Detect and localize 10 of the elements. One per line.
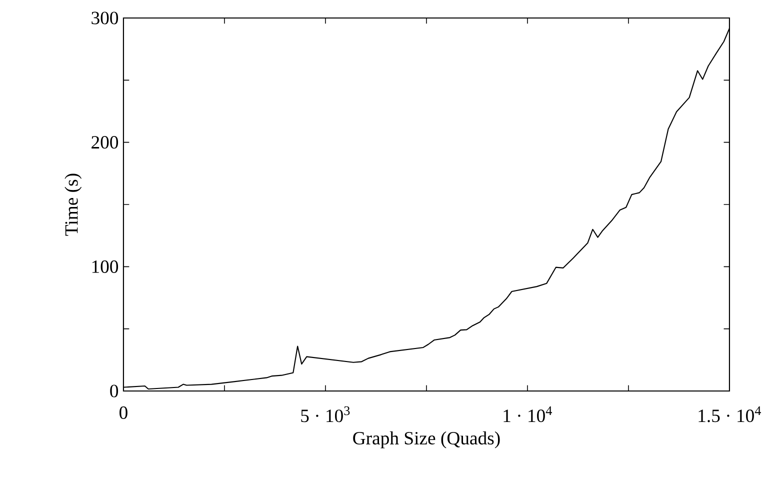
y-axis-title: Time (s) — [64, 174, 82, 236]
y-tick-label: 0 — [110, 384, 118, 398]
y-tick-label: 300 — [92, 12, 118, 24]
x-tick-label: 0 — [120, 406, 128, 419]
y-tick-label: 200 — [92, 136, 118, 149]
x-tick-label: 1 · 10$^{4}$ — [504, 406, 552, 422]
x-tick-label: 1.5 · 10$^{4}$ — [698, 406, 761, 422]
x-tick-label: 5 · 10$^{3}$ — [301, 406, 350, 422]
y-tick-label: 100 — [92, 260, 118, 273]
x-axis-title: Graph Size (Quads) — [353, 431, 500, 448]
